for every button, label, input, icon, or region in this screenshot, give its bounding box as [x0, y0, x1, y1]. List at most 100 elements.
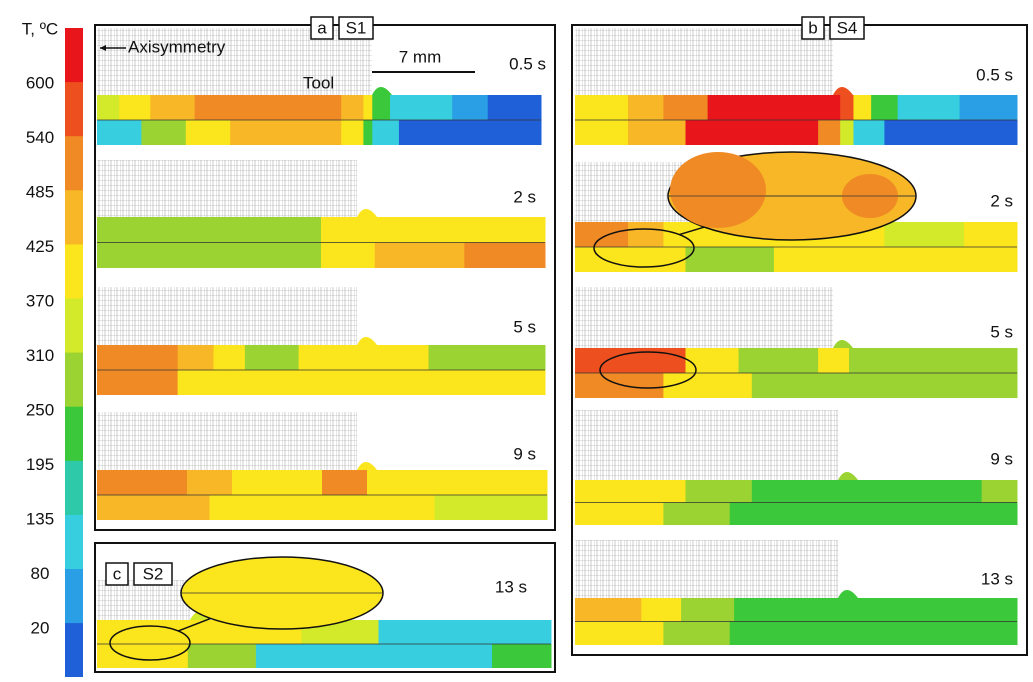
contour-band: [455, 217, 545, 243]
colorbar-tick-label: 370: [26, 291, 54, 310]
colorbar-segment: [65, 299, 83, 354]
contour-band: [231, 370, 411, 395]
contour-band: [730, 503, 1018, 526]
contour-band: [186, 120, 231, 145]
contour-band: [628, 222, 664, 247]
colorbar-segment: [65, 82, 83, 137]
colorbar-tick-label: 540: [26, 128, 54, 147]
contour-band: [411, 370, 546, 395]
contour-band: [97, 243, 322, 269]
hot-spot: [670, 152, 766, 228]
contour-band: [178, 370, 232, 395]
contour-band: [849, 348, 1017, 373]
colorbar-tick-label: 310: [26, 346, 54, 365]
colorbar-tick-label: 20: [31, 618, 50, 637]
contour-band: [341, 95, 364, 120]
contour-band: [641, 598, 681, 622]
colorbar-tick-label: 485: [26, 182, 54, 201]
mesh: [97, 412, 357, 470]
contour-band: [141, 120, 186, 145]
time-label: 0.5 s: [976, 65, 1013, 84]
contour-band: [375, 243, 465, 269]
contour-band: [97, 120, 142, 145]
contour-band: [367, 470, 435, 495]
contour-band: [321, 243, 375, 269]
contour-band: [818, 120, 841, 145]
contour-band: [390, 95, 453, 120]
contour-band: [681, 598, 735, 622]
contour-band: [663, 95, 708, 120]
contour-band: [195, 95, 342, 120]
contour-band: [686, 120, 819, 145]
contour-band: [840, 247, 951, 272]
contour-band: [663, 622, 730, 646]
mesh: [575, 540, 838, 598]
annotation: Tool: [303, 73, 334, 92]
contour-band: [871, 95, 898, 120]
contour-band: [575, 503, 664, 526]
contour-band: [663, 373, 752, 398]
mesh: [97, 580, 190, 620]
contour-band: [840, 373, 1017, 398]
time-label: 2 s: [513, 187, 536, 206]
contour-band: [187, 470, 233, 495]
contour-band: [232, 470, 323, 495]
contour-band: [492, 644, 552, 668]
time-label: 13 s: [981, 569, 1013, 588]
mesh: [97, 287, 357, 345]
panel-label: S1: [346, 18, 367, 37]
panel-label: S4: [837, 18, 858, 37]
contour-band: [429, 345, 546, 370]
contour-band: [853, 95, 871, 120]
panel-letter: c: [113, 564, 122, 583]
colorbar-segment: [65, 244, 83, 299]
contour-band: [97, 370, 178, 395]
contour-band: [884, 222, 964, 247]
colorbar-tick-label: 135: [26, 509, 54, 528]
contour-band: [818, 348, 849, 373]
contour-band: [686, 247, 775, 272]
contour-band: [483, 620, 552, 644]
contour-band: [884, 120, 1017, 145]
colorbar-tick-label: 250: [26, 400, 54, 419]
mesh: [575, 410, 838, 480]
colorbar-tick-label: 425: [26, 237, 54, 256]
contour-band: [575, 373, 664, 398]
contour-band: [178, 345, 214, 370]
colorbar-segment: [65, 407, 83, 462]
panel-letter: a: [317, 18, 327, 37]
figure: 6005404854253703102501951358020 T, ºC a …: [0, 0, 1033, 677]
colorbar-segment: [65, 623, 83, 677]
contour-band: [97, 217, 322, 243]
contour-band: [686, 348, 740, 373]
contour-band: [97, 95, 120, 120]
contour-band: [964, 222, 1018, 247]
colorbar-segment: [65, 136, 83, 191]
contour-band: [840, 120, 854, 145]
contour-band: [119, 95, 151, 120]
colorbar-segment: [65, 353, 83, 408]
time-label: 0.5 s: [509, 54, 546, 73]
time-label: 5 s: [513, 317, 536, 336]
contour-band: [575, 622, 664, 646]
contour-band: [97, 470, 188, 495]
mesh: [575, 28, 833, 95]
contour-band: [575, 247, 686, 272]
colorbar-tick-label: 80: [31, 564, 50, 583]
colorbar-segment: [65, 515, 83, 570]
time-label: 5 s: [990, 322, 1013, 341]
time-label: 9 s: [513, 444, 536, 463]
contour-band: [299, 345, 380, 370]
mesh: [575, 287, 833, 348]
time-label: 13 s: [495, 577, 527, 596]
contour-band: [378, 620, 483, 644]
contour-band: [575, 598, 642, 622]
contour-band: [188, 644, 257, 668]
contour-band: [363, 95, 372, 120]
contour-band: [853, 120, 884, 145]
colorbar-segment: [65, 569, 83, 624]
time-label: 2 s: [990, 191, 1013, 210]
time-label: 9 s: [990, 449, 1013, 468]
panel-letter: b: [808, 18, 817, 37]
contour-band: [663, 503, 730, 526]
